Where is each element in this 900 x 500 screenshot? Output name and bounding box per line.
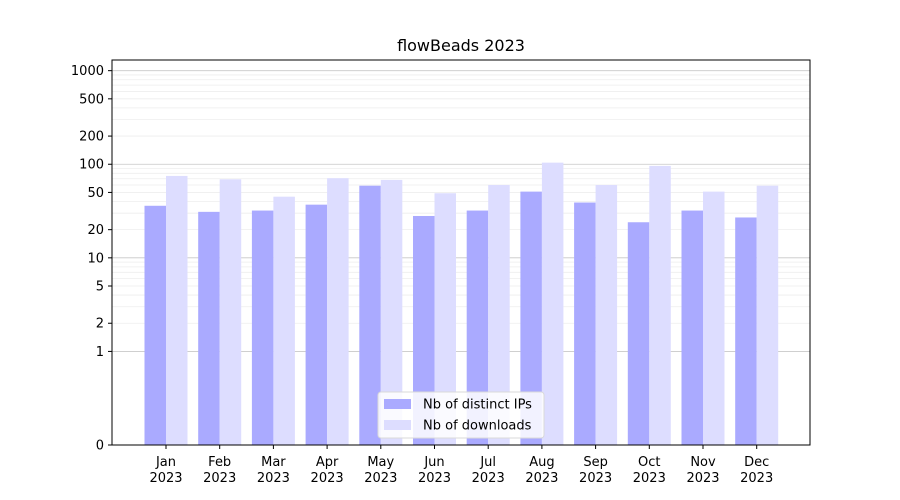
bar-distinct-ips [413, 215, 435, 445]
bar-distinct-ips [520, 191, 542, 445]
bar-distinct-ips [466, 210, 489, 445]
x-tick-label: May 2023 [364, 455, 397, 486]
bar-downloads [219, 179, 242, 445]
bar-downloads [595, 185, 618, 445]
bar-distinct-ips [359, 185, 381, 446]
x-tick-label: Sep 2023 [579, 455, 612, 486]
bar-downloads [273, 196, 295, 445]
bar-downloads [756, 185, 779, 446]
bar-downloads [327, 178, 349, 445]
y-tick-label: 50 [87, 186, 104, 201]
x-tick-label: Mar 2023 [257, 455, 290, 486]
bar-distinct-ips [251, 210, 274, 445]
y-tick-label: 500 [79, 92, 104, 107]
bar-distinct-ips [574, 202, 596, 445]
y-axis: 0 1 2 5 10 20 50 100 200 500 1000 [71, 64, 112, 454]
x-tick-label: Jan 2023 [149, 455, 182, 486]
y-tick-label: 5 [96, 280, 104, 295]
y-tick-label: 1000 [71, 64, 104, 79]
x-tick-label: Jun 2023 [418, 455, 451, 486]
legend-box [377, 391, 545, 439]
legend-swatch [384, 420, 411, 430]
x-tick-label: Apr 2023 [311, 455, 344, 486]
bar-downloads [649, 165, 671, 445]
y-tick-label: 0 [96, 439, 104, 454]
bar-distinct-ips [144, 205, 166, 445]
bar-downloads [380, 179, 403, 445]
bar-distinct-ips [681, 210, 703, 445]
chart-title: flowBeads 2023 [397, 36, 525, 55]
x-tick-label: Oct 2023 [633, 455, 666, 486]
bar-downloads [488, 185, 510, 445]
x-tick-label: Nov 2023 [686, 455, 719, 486]
x-axis: Jan 2023 Feb 2023 Mar 2023 Apr 2023 May 2023 Jun 20… [149, 445, 773, 486]
bar-distinct-ips [198, 211, 220, 445]
plot-frame [111, 59, 811, 446]
bar-distinct-ips [305, 204, 328, 445]
bar-distinct-ips [735, 217, 757, 445]
x-tick-label: Jul 2023 [472, 455, 505, 486]
bar-downloads [166, 175, 188, 445]
x-tick-label: Dec 2023 [740, 455, 773, 486]
bar-downloads [434, 193, 456, 445]
legend-swatch [384, 399, 411, 409]
y-tick-label: 10 [87, 251, 104, 266]
legend-label: Nb of downloads [423, 419, 532, 434]
x-tick-label: Feb 2023 [203, 455, 236, 486]
y-tick-label: 200 [79, 130, 104, 145]
bar-downloads [541, 162, 564, 445]
bars-group [144, 162, 779, 446]
y-tick-label: 20 [87, 223, 104, 238]
bar-distinct-ips [627, 222, 650, 445]
y-tick-label: 100 [79, 158, 104, 173]
y-tick-label: 2 [96, 317, 104, 332]
x-tick-label: Aug 2023 [525, 455, 558, 486]
legend: Nb of distinct IPs Nb of downloads [377, 391, 545, 439]
bar-downloads [703, 191, 725, 445]
y-tick-label: 1 [96, 345, 104, 360]
legend-label: Nb of distinct IPs [423, 398, 532, 413]
